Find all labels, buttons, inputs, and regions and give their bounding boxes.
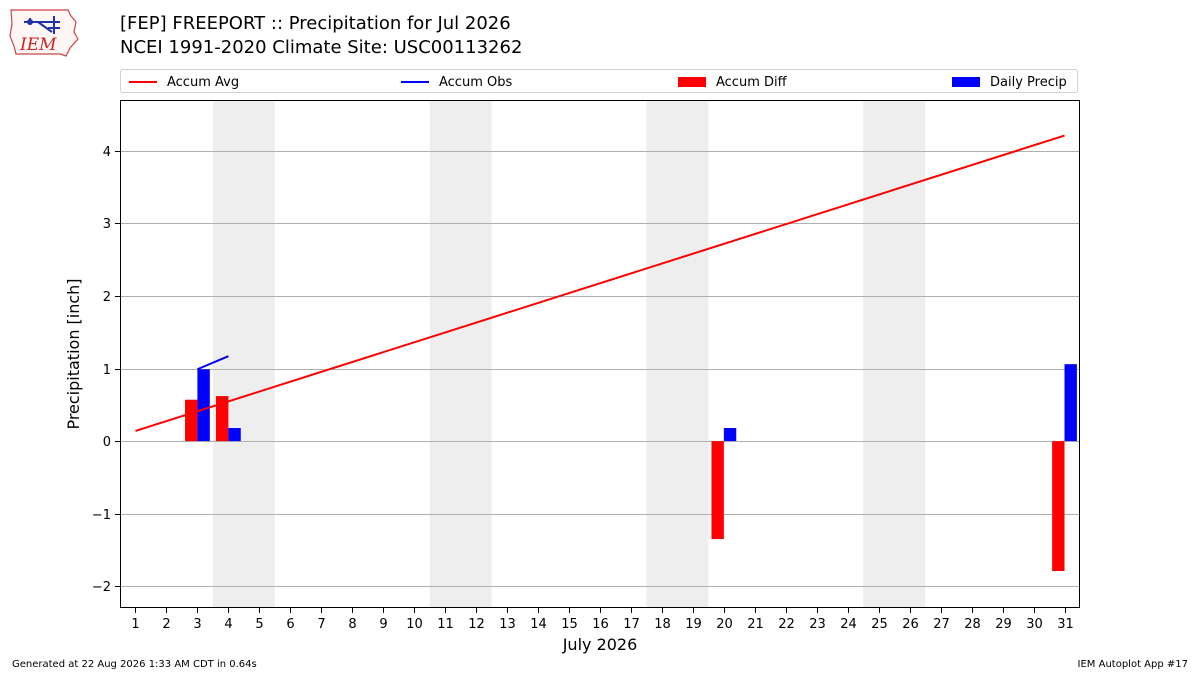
accum-diff-bar-31 [1052,441,1065,571]
legend-label-daily-precip: Daily Precip [990,74,1067,90]
x-tick-label-12: 13 [499,617,516,632]
y-axis-label: Precipitation [inch] [64,278,83,429]
chart-legend: Accum Avg Accum Obs Accum Diff Daily Pre… [120,69,1078,93]
x-tick-label-30: 31 [1057,617,1074,632]
line-series [135,134,1065,432]
legend-item-accum-obs: Accum Obs [401,73,512,91]
daily-precip-bar-3 [197,369,210,442]
x-tick-label-6: 7 [317,617,325,632]
daily-precip-bar-4 [228,428,241,442]
y-tick-label-2: 0 [103,435,111,450]
x-tick-label-17: 18 [654,617,671,632]
y-tick-label-4: 2 [103,290,111,305]
x-tick-label-19: 20 [716,617,733,632]
legend-label-accum-avg: Accum Avg [167,74,240,90]
legend-label-accum-obs: Accum Obs [439,74,513,90]
x-tick-label-7: 8 [348,617,356,632]
legend-swatch-accum-diff [678,77,706,87]
logo-text: IEM [19,35,57,55]
x-tick-label-14: 15 [561,617,578,632]
accum-diff-bar-3 [185,399,198,442]
x-tick-label-18: 19 [685,617,702,632]
x-tick-label-27: 28 [964,617,981,632]
x-tick-label-21: 22 [778,617,795,632]
x-tick-label-8: 9 [379,617,387,632]
y-tick-label-1: −1 [92,508,111,523]
legend-swatch-daily-precip [952,77,980,87]
accum-diff-bar-4 [216,396,229,442]
x-tick-label-24: 25 [871,617,888,632]
x-tick-label-26: 27 [933,617,950,632]
legend-label-accum-diff: Accum Diff [716,74,787,90]
x-tick-label-29: 30 [1026,617,1043,632]
y-tick-label-3: 1 [103,363,111,378]
weekend-band-2 [646,100,709,608]
x-tick-label-23: 24 [840,617,857,632]
x-tick-label-3: 4 [224,617,232,632]
x-tick-label-4: 5 [255,617,263,632]
weekend-band-1 [429,100,492,608]
x-axis-label: July 2026 [562,635,638,654]
y-tick-label-6: 4 [103,145,111,160]
legend-swatch-accum-avg [129,81,157,83]
weekend-shading [212,100,926,608]
footer-app-text: IEM Autoplot App #17 [1077,659,1188,670]
x-axis-ticks: 1 2 3 4 5 6 7 8 9 10 11 12 13 14 15 16 17 18 19 20 21 22 23 24 2… [131,608,1074,632]
accum-diff-bar-20 [711,441,724,540]
accum-obs-line [197,355,229,371]
accum-avg-line [135,134,1065,432]
x-tick-label-15: 16 [592,617,609,632]
weekend-band-0 [212,100,275,608]
x-tick-label-25: 26 [902,617,919,632]
chart-subtitle: NCEI 1991-2020 Climate Site: USC00113262 [120,37,523,58]
y-tick-label-5: 3 [103,217,111,232]
y-tick-label-0: −2 [92,580,111,595]
x-tick-label-1: 2 [162,617,170,632]
legend-swatch-accum-obs [401,81,429,83]
weekend-band-3 [863,100,926,608]
x-tick-label-22: 23 [809,617,826,632]
x-tick-label-28: 29 [995,617,1012,632]
bar-series [185,364,1077,571]
x-tick-label-11: 12 [468,617,485,632]
x-tick-label-9: 10 [406,617,423,632]
x-tick-label-20: 21 [747,617,764,632]
daily-precip-bar-20 [723,428,737,442]
daily-precip-bar-31 [1064,364,1077,442]
chart-title: [FEP] FREEPORT :: Precipitation for Jul … [120,13,511,34]
iem-logo: IEM [9,9,79,57]
y-gridlines [120,151,1080,587]
legend-item-accum-avg: Accum Avg [129,73,239,91]
legend-item-accum-diff: Accum Diff [678,73,787,91]
x-tick-label-2: 3 [193,617,201,632]
x-tick-label-10: 11 [437,617,454,632]
x-tick-label-13: 14 [530,617,547,632]
plot-frame [120,100,1080,608]
footer-generated-text: Generated at 22 Aug 2026 1:33 AM CDT in … [12,659,257,670]
y-axis-ticks: −2 −1 0 1 2 3 4 [92,145,120,595]
legend-item-daily-precip: Daily Precip [952,73,1067,91]
x-tick-label-5: 6 [286,617,294,632]
x-tick-label-16: 17 [623,617,640,632]
x-tick-label-0: 1 [131,617,139,632]
